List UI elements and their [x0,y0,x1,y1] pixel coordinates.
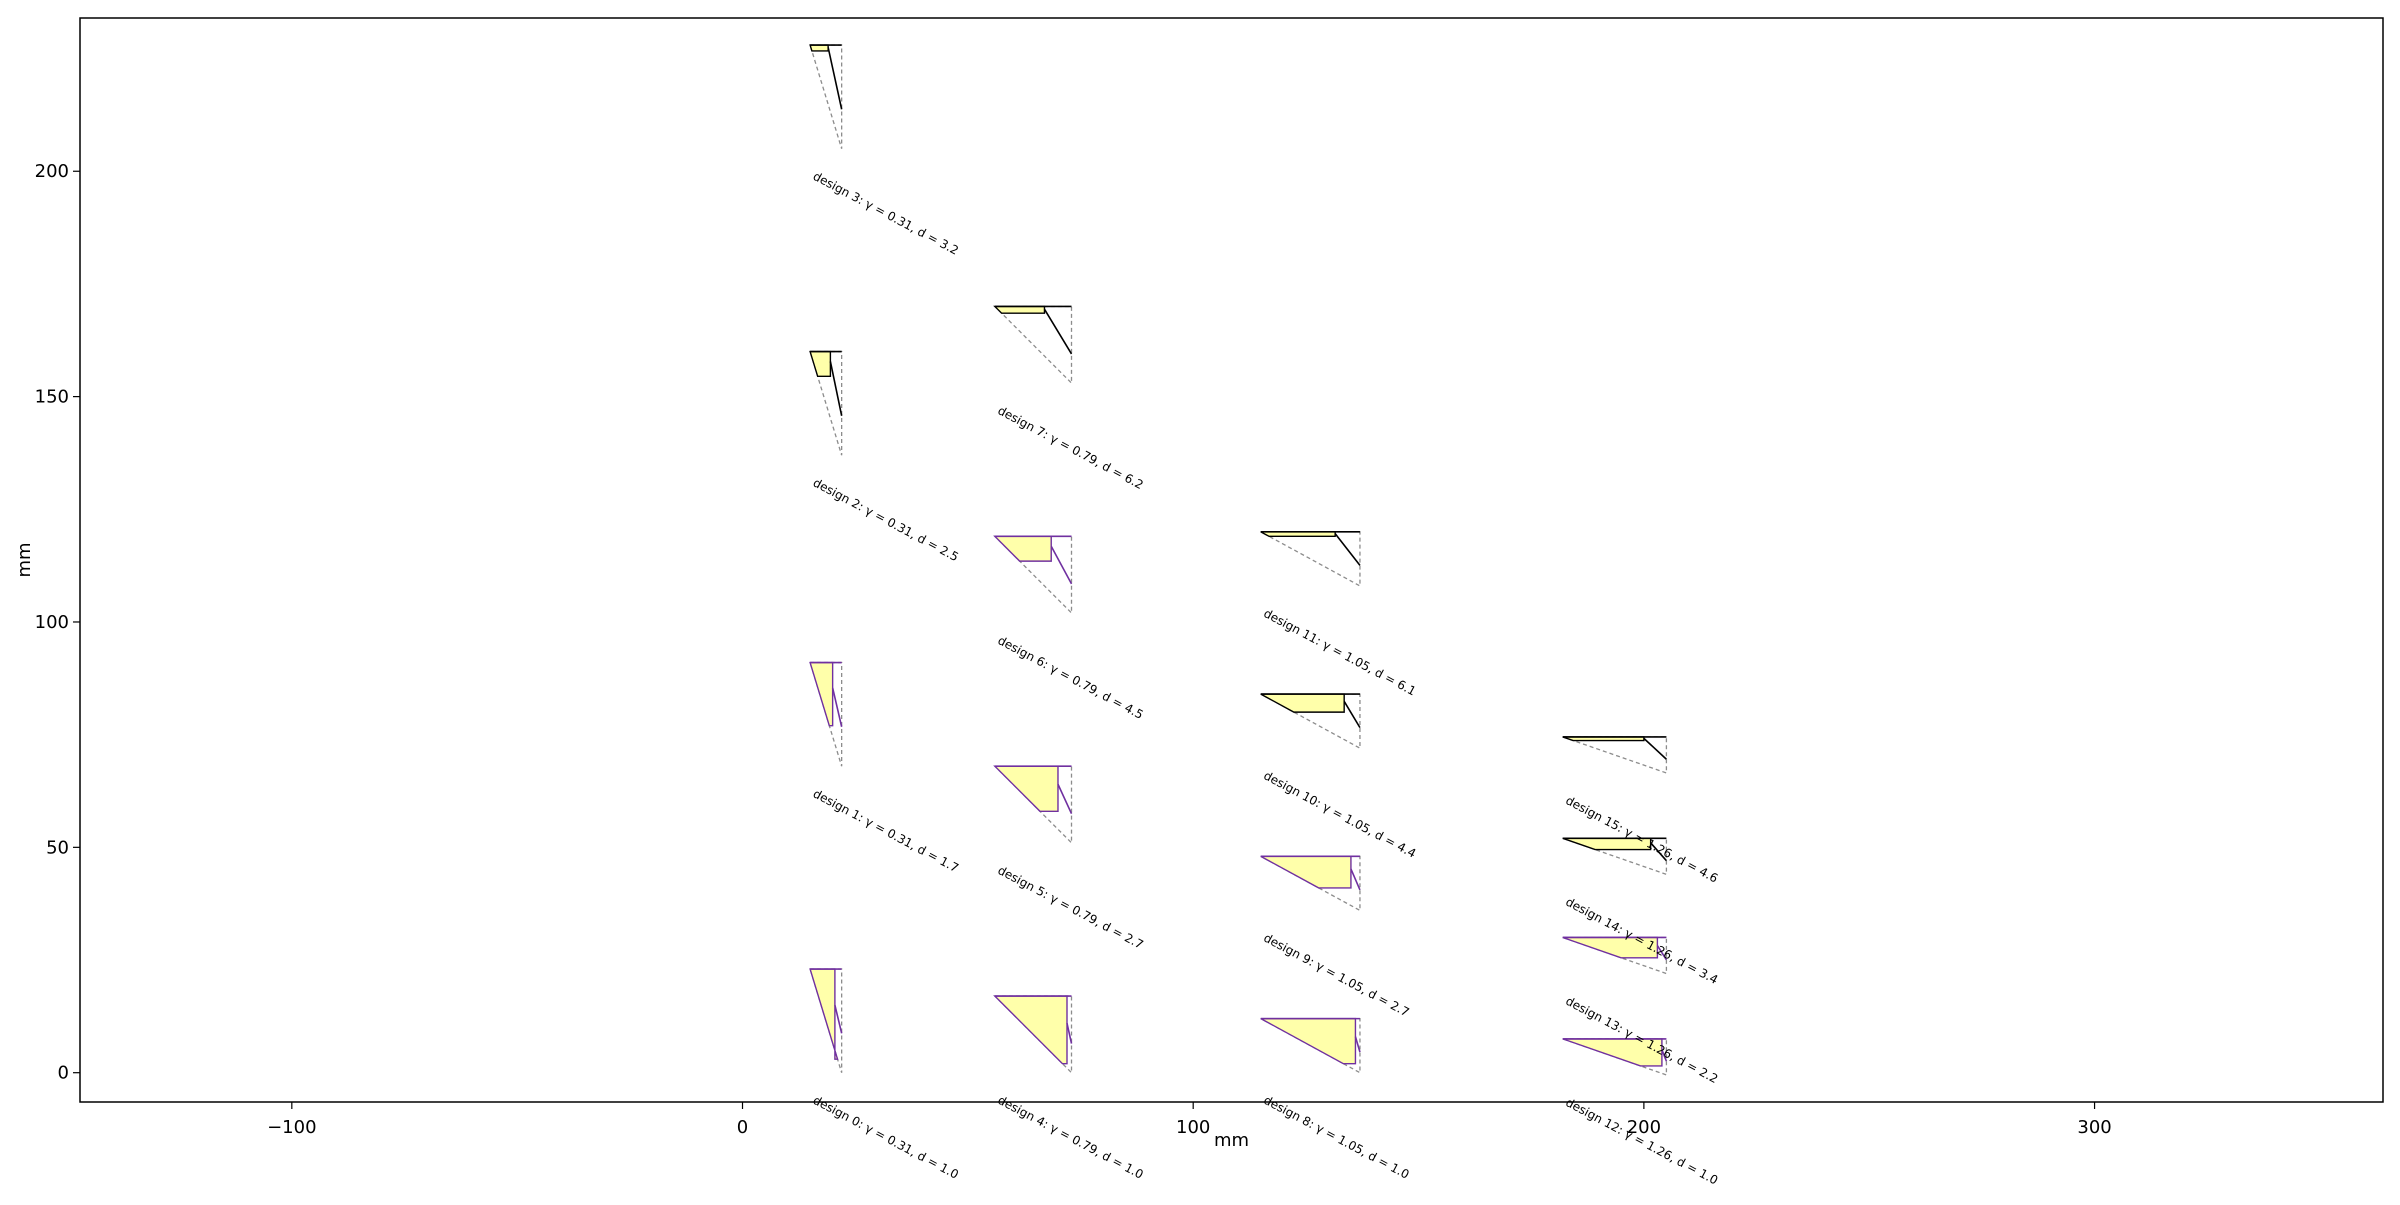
design-arm-line [834,1004,843,1034]
design-11: design 11: γ = 1.05, d = 6.1 [1260,531,1418,699]
design-envelope [809,44,843,149]
x-tick-label: 0 [737,1117,748,1138]
design-fill [993,995,1068,1065]
design-arm-line [1050,545,1073,585]
designs-layer: design 0: γ = 0.31, d = 1.0 design 1: γ =… [809,44,1720,1188]
design-arm-line [1650,842,1668,862]
design-arm-line [1656,945,1668,961]
design-label: design 8: γ = 1.05, d = 1.0 [1261,1093,1411,1182]
design-fill [993,305,1046,314]
x-tick-label: 100 [1176,1117,1210,1138]
ticks-layer: −100 0 100 200 300 0 50 100 150 200 [35,161,2112,1138]
design-envelope [993,305,1073,385]
design-arm-line [1043,308,1073,355]
design-fill [809,661,834,727]
y-tick-label: 100 [35,612,69,633]
design-label: design 1: γ = 0.31, d = 1.7 [811,786,961,875]
design-envelope [1562,736,1668,774]
y-axis-label: mm [14,542,35,577]
design-label: design 0: γ = 0.31, d = 1.0 [811,1093,961,1182]
design-label: design 7: γ = 0.79, d = 6.2 [995,403,1145,492]
design-envelope [1260,531,1361,588]
design-fill [1260,855,1352,889]
design-fill [809,968,839,1060]
design-4: design 4: γ = 0.79, d = 1.0 [993,995,1146,1182]
design-label: design 10: γ = 1.05, d = 4.4 [1261,768,1418,860]
design-arm-line [1057,783,1073,815]
x-tick-label: 200 [1627,1117,1661,1138]
design-3: design 3: γ = 0.31, d = 3.2 [809,44,961,258]
x-tick-label: 300 [2077,1117,2111,1138]
design-arm-line [1354,1036,1361,1053]
y-tick-label: 50 [46,837,69,858]
design-8: design 8: γ = 1.05, d = 1.0 [1260,1017,1412,1182]
x-tick-label: −100 [267,1117,316,1138]
design-label: design 4: γ = 0.79, d = 1.0 [995,1093,1145,1182]
design-label: design 9: γ = 1.05, d = 2.7 [1261,931,1411,1020]
design-arm-line [1334,533,1361,566]
design-fill [1260,1017,1357,1065]
design-fill [993,765,1059,812]
design-arm-line [1350,868,1361,891]
design-label: design 12: γ = 1.26, d = 1.0 [1563,1095,1720,1187]
design-arm-line [1661,1049,1668,1062]
plot-frame [79,17,2384,1103]
design-15: design 15: γ = 1.26, d = 4.6 [1562,736,1720,886]
design-label: design 5: γ = 0.79, d = 2.7 [995,863,1145,952]
design-fill [809,350,832,378]
x-axis-label: mm [1214,1130,1249,1151]
design-7: design 7: γ = 0.79, d = 6.2 [993,305,1146,492]
design-arm-line [1643,737,1667,760]
design-arm-line [1343,700,1361,729]
design-9: design 9: γ = 1.05, d = 2.7 [1260,855,1412,1020]
y-tick-label: 200 [35,161,69,182]
design-label: design 3: γ = 0.31, d = 3.2 [811,169,961,258]
design-arm-line [1066,1022,1073,1044]
design-label: design 6: γ = 0.79, d = 4.5 [995,633,1145,722]
design-arm-line [829,361,843,416]
design-fill [1260,693,1345,713]
design-0: design 0: γ = 0.31, d = 1.0 [809,968,961,1182]
y-tick-label: 150 [35,387,69,408]
design-label: design 11: γ = 1.05, d = 6.1 [1261,606,1418,698]
design-2: design 2: γ = 0.31, d = 2.5 [809,350,961,564]
design-arm-line [831,687,843,727]
design-arm-line [827,47,843,110]
design-fill [993,535,1052,562]
design-6: design 6: γ = 0.79, d = 4.5 [993,535,1146,722]
y-tick-label: 0 [58,1063,69,1084]
design-10: design 10: γ = 1.05, d = 4.4 [1260,693,1418,861]
design-fill [809,44,829,52]
design-1: design 1: γ = 0.31, d = 1.7 [809,661,961,875]
design-5: design 5: γ = 0.79, d = 2.7 [993,765,1146,952]
design-label: design 2: γ = 0.31, d = 2.5 [811,475,961,564]
